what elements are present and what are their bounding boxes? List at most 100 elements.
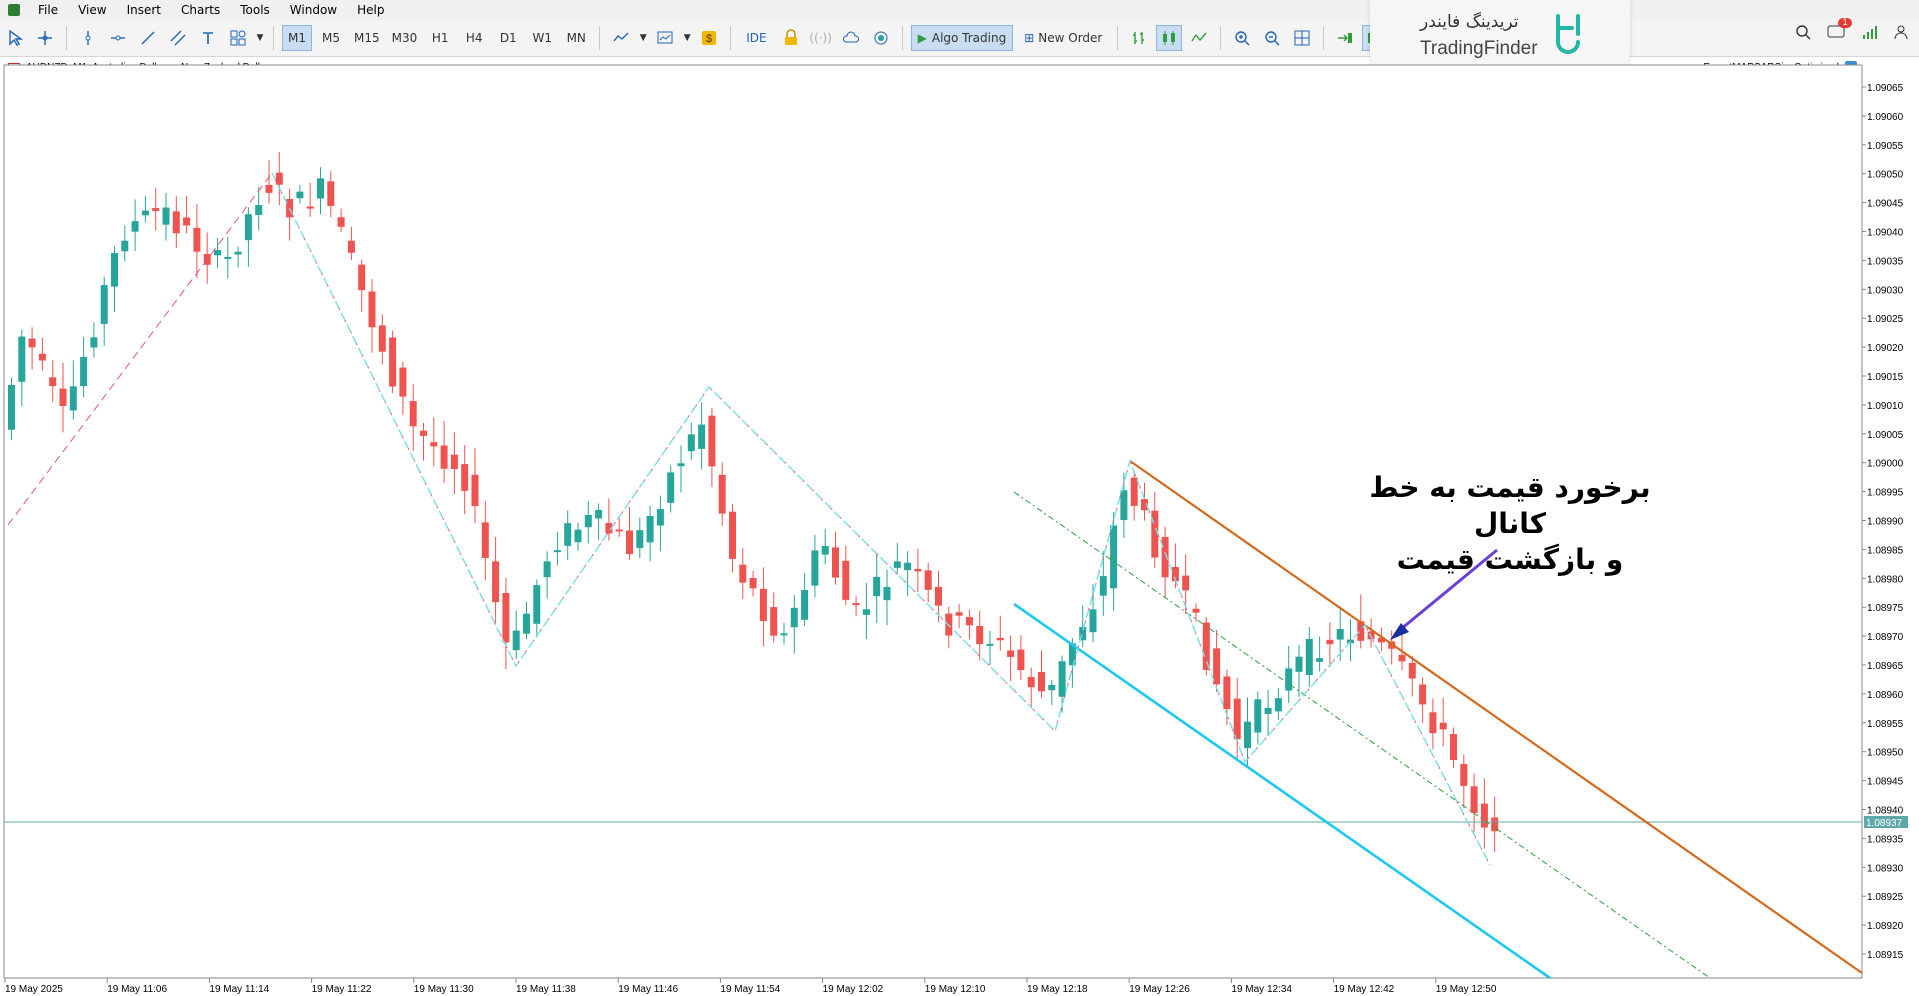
menu-tools[interactable]: Tools xyxy=(240,3,270,17)
signal-strength-icon xyxy=(1861,24,1877,44)
lock-icon[interactable] xyxy=(778,25,804,51)
candle-bull xyxy=(1295,656,1303,672)
candle-bull xyxy=(8,385,15,430)
candle-bull xyxy=(141,210,149,216)
candle-bear xyxy=(1460,763,1468,786)
candle-bear xyxy=(337,217,345,227)
menu-view[interactable]: View xyxy=(78,3,107,17)
dollar-icon[interactable]: $ xyxy=(696,25,722,51)
annotation-arrow-head xyxy=(1390,623,1409,640)
new-order-button[interactable]: ⊞ New Order xyxy=(1017,25,1109,51)
price-label: 1.08975 xyxy=(1867,603,1904,614)
tf-m30[interactable]: M30 xyxy=(391,31,418,45)
chevron-down-icon[interactable]: ▼ xyxy=(639,33,647,43)
ide-button[interactable]: IDE xyxy=(746,31,767,45)
time-label: 19 May 11:46 xyxy=(618,984,678,995)
messages-icon[interactable]: 1 xyxy=(1827,18,1852,44)
candle-bear xyxy=(1429,712,1437,734)
trend-line-icon[interactable] xyxy=(135,25,161,51)
chart-annotation: برخورد قیمت به خط کانال و بازگشت قیمت xyxy=(1340,470,1680,578)
candle-bull xyxy=(1099,576,1107,596)
candle-bear xyxy=(492,561,500,603)
candle-bear xyxy=(1439,722,1447,730)
price-axis: 1.09065 1.09060 1.09055 1.09050 1.09045 1.090… xyxy=(1862,83,1904,961)
menu-file[interactable]: File xyxy=(38,3,59,17)
search-icon[interactable] xyxy=(1795,24,1811,44)
candle-bear xyxy=(1007,650,1015,657)
tf-w1[interactable]: W1 xyxy=(532,31,553,45)
tf-m1[interactable]: M1 xyxy=(282,25,312,51)
algo-trading-button[interactable]: ▶ Algo Trading xyxy=(910,25,1014,51)
time-label: 19 May 12:26 xyxy=(1129,984,1190,995)
candle-bear xyxy=(327,181,335,206)
price-label: 1.09040 xyxy=(1867,228,1904,239)
tf-m15[interactable]: M15 xyxy=(354,31,380,45)
tf-h4[interactable]: H4 xyxy=(465,31,483,45)
tf-d1[interactable]: D1 xyxy=(499,31,517,45)
menu-charts[interactable]: Charts xyxy=(181,3,221,17)
templates-icon[interactable] xyxy=(652,25,678,51)
candle-bear xyxy=(306,206,314,209)
price-label: 1.08980 xyxy=(1867,574,1904,585)
channel-mid-line xyxy=(1013,491,1711,979)
channel-tool-icon[interactable] xyxy=(165,25,191,51)
cloud-icon[interactable] xyxy=(838,25,864,51)
candle-bear xyxy=(481,522,489,559)
candle-bull xyxy=(131,221,139,232)
bar-chart-icon[interactable] xyxy=(1126,25,1152,51)
menu-insert[interactable]: Insert xyxy=(126,3,161,17)
chevron-down-icon[interactable]: ▼ xyxy=(256,33,264,43)
candle-bull xyxy=(1110,525,1118,589)
grid-icon[interactable] xyxy=(1289,25,1315,51)
candle-bear xyxy=(347,240,355,253)
cursor-tool-icon[interactable] xyxy=(2,25,28,51)
candle-bear xyxy=(1130,477,1138,506)
candle-bull xyxy=(234,251,242,255)
autoscroll-icon[interactable] xyxy=(1332,25,1358,51)
candle-bull xyxy=(1068,643,1076,666)
crosshair-tool-icon[interactable] xyxy=(32,25,58,51)
candle-bear xyxy=(1027,676,1035,688)
tf-mn[interactable]: MN xyxy=(566,31,586,45)
tf-h1[interactable]: H1 xyxy=(431,31,449,45)
candle-bear xyxy=(461,464,469,491)
candlestick-chart-icon[interactable] xyxy=(1156,25,1183,51)
candle-bear xyxy=(605,522,613,534)
candle-bull xyxy=(986,643,994,646)
price-label: 1.09035 xyxy=(1867,256,1904,267)
chart-frame xyxy=(3,64,1863,979)
vps-icon[interactable] xyxy=(868,25,894,51)
signal-icon[interactable]: ((·)) xyxy=(809,31,832,45)
candle-bull xyxy=(1244,721,1251,749)
candle-bull xyxy=(100,285,108,324)
zoom-out-icon[interactable] xyxy=(1259,25,1285,51)
candle-bull xyxy=(533,585,541,624)
text-tool-icon[interactable] xyxy=(195,25,221,51)
candle-bull xyxy=(564,523,572,546)
zoom-in-icon[interactable] xyxy=(1229,25,1255,51)
menu-help[interactable]: Help xyxy=(357,3,385,17)
candle-bear xyxy=(935,586,942,606)
shapes-tool-icon[interactable] xyxy=(225,25,251,51)
price-chart[interactable]: 1.09065 1.09060 1.09055 1.09050 1.09045 1.090… xyxy=(0,57,1919,996)
time-label: 19 May 11:54 xyxy=(720,984,780,995)
new-order-label: New Order xyxy=(1038,31,1103,45)
price-label: 1.08970 xyxy=(1867,632,1904,643)
candle-bear xyxy=(152,208,160,212)
candle-bull xyxy=(69,386,77,411)
candle-bear xyxy=(1419,684,1427,705)
line-chart-icon[interactable] xyxy=(1186,25,1212,51)
tf-m5[interactable]: M5 xyxy=(322,31,340,45)
current-price-tag xyxy=(1864,816,1908,828)
candle-bull xyxy=(811,550,819,586)
horizontal-line-icon[interactable] xyxy=(105,25,131,51)
price-label: 1.08940 xyxy=(1867,806,1904,817)
chevron-down-icon[interactable]: ▼ xyxy=(683,33,691,43)
candle-bull xyxy=(646,515,654,543)
candle-bear xyxy=(1223,676,1231,710)
candle-bull xyxy=(893,561,901,568)
account-icon[interactable] xyxy=(1893,24,1909,44)
menu-window[interactable]: Window xyxy=(289,3,338,17)
indicators-icon[interactable] xyxy=(608,25,634,51)
vertical-line-icon[interactable] xyxy=(75,25,101,51)
